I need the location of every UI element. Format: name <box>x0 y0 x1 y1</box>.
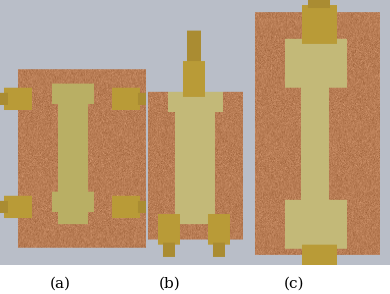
Text: (b): (b) <box>159 276 181 290</box>
Text: (a): (a) <box>50 276 71 290</box>
Text: (c): (c) <box>284 276 305 290</box>
